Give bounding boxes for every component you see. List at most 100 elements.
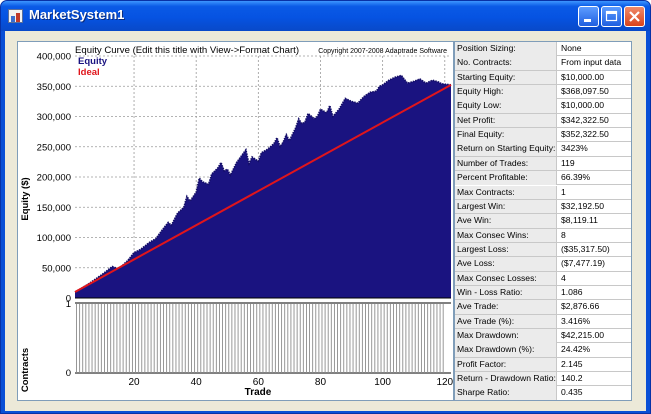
stats-value: $32,192.50	[561, 200, 605, 211]
stats-value: ($35,317.50)	[561, 243, 610, 254]
stats-row: Max Drawdown (%): 24.42%	[454, 343, 632, 358]
stats-row: Net Profit: $342,322.50	[454, 113, 632, 129]
stats-row: Largest Win: $32,192.50	[454, 199, 632, 215]
stats-row: Ave Trade (%): 3.416%	[454, 314, 632, 329]
stats-label: Sharpe Ratio:	[454, 386, 557, 400]
contracts-tick-label: 1	[66, 299, 71, 310]
window-client-area: Equity Curve (Edit this title with View-…	[5, 31, 646, 411]
equity-line	[74, 74, 452, 293]
stats-row: Win - Loss Ratio: 1.086	[454, 285, 632, 301]
stats-label: Starting Equity:	[454, 70, 557, 85]
title-bar[interactable]: MarketSystem1	[1, 1, 650, 31]
y-tick-label: 50,000	[42, 263, 71, 274]
stats-row: Percent Profitable: 66.39%	[454, 171, 632, 186]
stats-value: $42,215.00	[561, 330, 605, 340]
stats-value: 3.416%	[561, 315, 591, 326]
stats-label: Win - Loss Ratio:	[454, 285, 557, 300]
stats-row: Max Drawdown: $42,215.00	[454, 329, 632, 344]
stats-value: 140.2	[561, 373, 583, 384]
window-title: MarketSystem1	[29, 7, 125, 22]
stats-label: Ave Trade (%):	[454, 314, 557, 329]
stats-value: 1.086	[561, 286, 583, 297]
stats-label: Ave Loss:	[454, 257, 557, 271]
y-tick-label: 400,000	[37, 52, 71, 63]
stats-row: Max Consec Losses: 4	[454, 271, 632, 286]
x-tick-label: 80	[315, 377, 327, 388]
stats-value: From input data	[561, 57, 622, 68]
stats-label: Ave Win:	[454, 214, 557, 228]
stats-value: 8	[561, 229, 566, 240]
stats-value: $2,876.66	[561, 301, 600, 312]
stats-row: Largest Loss: ($35,317.50)	[454, 242, 632, 258]
stats-label: Equity Low:	[454, 99, 557, 113]
stats-row: Equity Low: $10,000.00	[454, 99, 632, 114]
stats-row: Ave Win: $8,119.11	[454, 214, 632, 229]
chart-title: Equity Curve (Edit this title with View-…	[75, 45, 299, 56]
y-tick-label: 0	[66, 294, 71, 305]
y-tick-label: 300,000	[37, 112, 71, 123]
stats-label: Number of Trades:	[454, 156, 557, 171]
x-tick-label: 40	[191, 377, 203, 388]
stats-value: $352,322.50	[561, 129, 609, 140]
stats-value: $10,000.00	[561, 71, 605, 82]
y-tick-label: 100,000	[37, 233, 71, 244]
stats-label: Max Drawdown:	[454, 329, 557, 343]
chart-copyright: Copyright 2007-2008 Adaptrade Software	[318, 48, 447, 55]
x-tick-label: 100	[374, 377, 391, 388]
x-axis-label: Trade	[245, 387, 272, 398]
x-tick-label: 60	[253, 377, 265, 388]
performance-stats-table: Position Sizing: None No. Contracts: From i…	[454, 41, 632, 401]
stats-label: Largest Loss:	[454, 242, 557, 257]
stats-value: $10,000.00	[561, 100, 605, 111]
stats-label: Profit Factor:	[454, 357, 557, 372]
x-tick-label: 120	[436, 377, 453, 388]
stats-row: Return on Starting Equity: 3423%	[454, 142, 632, 157]
stats-label: No. Contracts:	[454, 56, 557, 70]
stats-value: $8,119.11	[561, 215, 598, 226]
stats-value: None	[561, 43, 582, 53]
chart-app-icon[interactable]	[8, 9, 23, 23]
close-button[interactable]	[624, 6, 645, 27]
close-icon	[629, 11, 640, 22]
maximize-icon	[605, 10, 618, 22]
stats-label: Net Profit:	[454, 113, 557, 128]
stats-row: Ave Trade: $2,876.66	[454, 300, 632, 315]
legend-ideal: Ideal	[78, 67, 100, 78]
stats-label: Ave Trade:	[454, 300, 557, 314]
x-tick-label: 20	[128, 377, 140, 388]
minimize-button[interactable]	[578, 6, 599, 27]
stats-label: Return - Drawdown Ratio:	[454, 372, 557, 386]
stats-value: 3423%	[561, 143, 588, 154]
stats-row: Profit Factor: 2.145	[454, 357, 632, 373]
stats-value: 0.435	[561, 387, 583, 398]
stats-value: 2.145	[561, 358, 583, 369]
stats-label: Equity High:	[454, 85, 557, 99]
y-tick-label: 200,000	[37, 173, 71, 184]
stats-row: Final Equity: $352,322.50	[454, 128, 632, 143]
stats-label: Position Sizing:	[454, 42, 557, 56]
stats-label: Max Consec Losses:	[454, 271, 557, 286]
stats-row: Position Sizing: None	[454, 42, 632, 57]
equity-chart: Equity Curve (Edit this title with View-…	[20, 45, 454, 398]
minimize-icon	[584, 19, 591, 22]
stats-row: Max Contracts: 1	[454, 185, 632, 200]
equity-area	[75, 75, 451, 299]
stats-row: No. Contracts: From input data	[454, 56, 632, 71]
stats-label: Largest Win:	[454, 199, 557, 214]
stats-label: Percent Profitable:	[454, 171, 557, 185]
stats-row: Return - Drawdown Ratio: 140.2	[454, 372, 632, 387]
contracts-tick-label: 0	[66, 368, 71, 379]
stats-row: Ave Loss: ($7,477.19)	[454, 257, 632, 272]
maximize-button[interactable]	[601, 6, 622, 27]
stats-row: Starting Equity: $10,000.00	[454, 70, 632, 86]
stats-value: 4	[561, 272, 566, 283]
legend-equity: Equity	[78, 56, 108, 67]
y-tick-label: 150,000	[37, 203, 71, 214]
ideal-line	[74, 83, 452, 293]
contracts-axis-label: Contracts	[20, 348, 31, 392]
stats-row: Max Consec Wins: 8	[454, 228, 632, 243]
stats-label: Max Consec Wins:	[454, 228, 557, 243]
y-axis-label: Equity ($)	[20, 177, 31, 220]
equity-chart-panel[interactable]: Equity Curve (Edit this title with View-…	[17, 41, 454, 401]
